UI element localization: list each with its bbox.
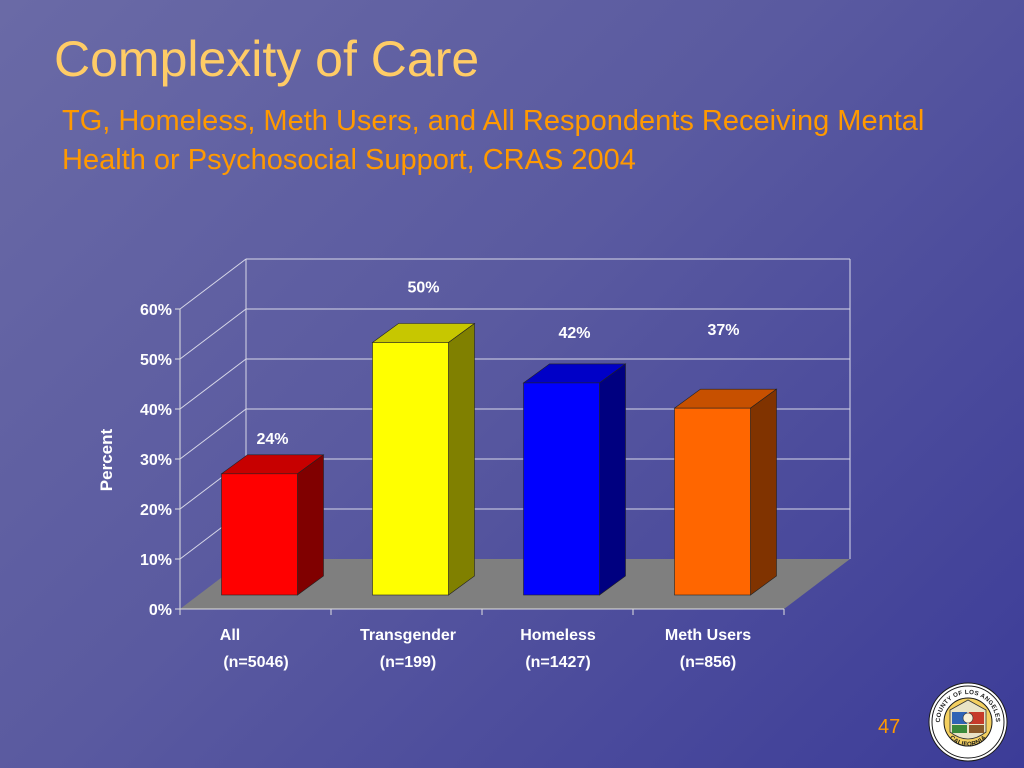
x-tick-sublabel: (n=5046) [223, 654, 288, 671]
bar-side [599, 363, 626, 596]
data-label: 24% [256, 431, 288, 448]
x-tick-label: Transgender [360, 627, 456, 644]
slide-subtitle: TG, Homeless, Meth Users, and All Respon… [62, 105, 925, 176]
bar [523, 382, 600, 596]
y-tick-label: 60% [140, 302, 172, 319]
slide-title: Complexity of Care [54, 31, 480, 87]
bar [372, 342, 449, 596]
data-label: 42% [558, 325, 590, 342]
y-tick-label: 0% [149, 602, 172, 619]
x-tick-sublabel: (n=856) [680, 654, 736, 671]
y-axis-title: Percent [97, 428, 116, 491]
y-tick-label: 30% [140, 452, 172, 469]
county-of-los-angeles-seal-icon: COUNTY OF LOS ANGELES CALIFORNIA [928, 682, 1008, 762]
bar [221, 473, 298, 596]
bar [674, 407, 751, 596]
gridline-side [179, 358, 247, 410]
y-tick-label: 10% [140, 552, 172, 569]
bar-side [448, 322, 475, 596]
data-label: 37% [707, 322, 739, 339]
page-number: 47 [878, 716, 901, 738]
gridline-side [179, 308, 247, 360]
y-tick-label: 40% [140, 402, 172, 419]
y-tick-label: 20% [140, 502, 172, 519]
y-tick-label: 50% [140, 352, 172, 369]
bar-side [750, 388, 777, 596]
x-tick-sublabel: (n=1427) [525, 654, 590, 671]
gridline-side [179, 258, 247, 310]
bar-side [297, 454, 324, 596]
gridline-side [179, 408, 247, 460]
x-tick-label: All [220, 627, 240, 644]
x-tick-label: Homeless [520, 627, 596, 644]
x-tick-sublabel: (n=199) [380, 654, 436, 671]
x-tick-label: Meth Users [665, 627, 751, 644]
data-label: 50% [407, 280, 439, 297]
